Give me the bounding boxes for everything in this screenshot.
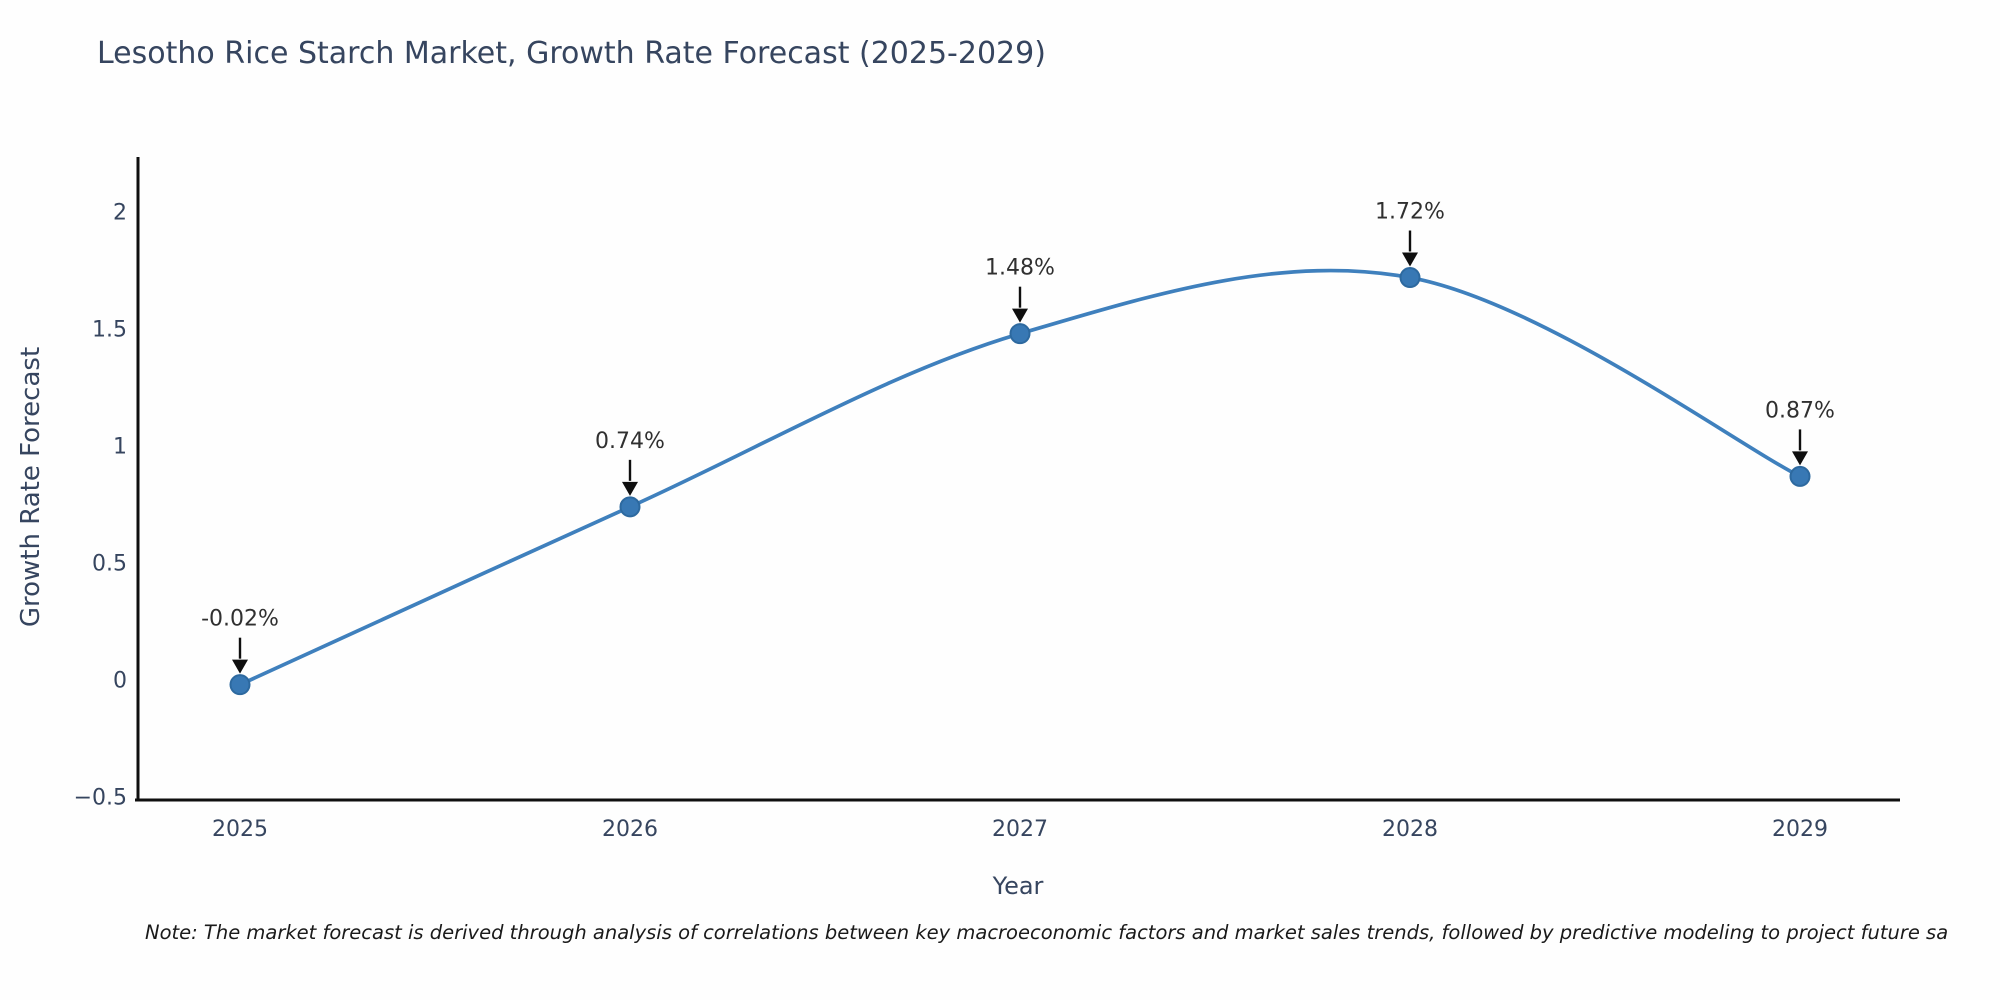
data-point-2029 (1789, 465, 1811, 487)
chart-title: Lesotho Rice Starch Market, Growth Rate … (97, 36, 1046, 71)
annotation-label-2026: 0.74% (595, 429, 665, 454)
y-tick-label: 0 (113, 669, 127, 694)
annotation-arrow-head (1012, 308, 1028, 323)
annotation-arrow-head (232, 659, 248, 674)
data-point-2025 (229, 674, 251, 696)
data-point-2028 (1399, 267, 1421, 289)
annotation-arrow-head (622, 481, 638, 496)
x-tick-label: 2025 (212, 817, 268, 842)
x-tick-label: 2027 (992, 817, 1048, 842)
annotation-arrow-head (1792, 451, 1808, 466)
y-tick-label: 2 (113, 201, 127, 226)
annotation-label-2028: 1.72% (1375, 200, 1445, 225)
y-tick-label: 0.5 (92, 552, 127, 577)
x-tick-label: 2026 (602, 817, 658, 842)
annotation-arrow-head (1402, 252, 1418, 267)
y-tick-label: 1 (113, 435, 127, 460)
annotation-label-2025: -0.02% (201, 607, 279, 632)
note-text: Note: The market forecast is derived thr… (145, 921, 1949, 944)
data-point-2027 (1009, 323, 1031, 345)
annotation-label-2027: 1.48% (985, 256, 1055, 281)
y-tick-label: −0.5 (74, 786, 127, 811)
x-tick-label: 2028 (1382, 817, 1438, 842)
y-tick-label: 1.5 (92, 318, 127, 343)
x-axis-title: Year (992, 872, 1044, 900)
x-tick-label: 2029 (1772, 817, 1828, 842)
annotation-label-2029: 0.87% (1765, 398, 1835, 423)
data-point-2026 (619, 496, 641, 518)
